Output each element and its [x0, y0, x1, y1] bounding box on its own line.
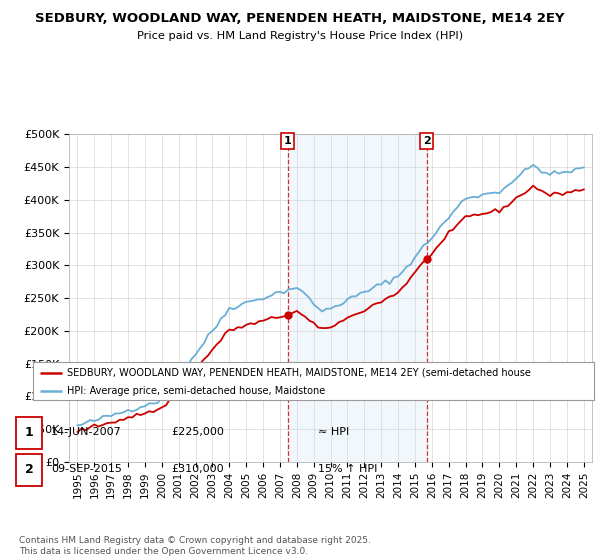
Text: 1: 1 — [284, 136, 292, 146]
Text: SEDBURY, WOODLAND WAY, PENENDEN HEATH, MAIDSTONE, ME14 2EY (semi-detached house: SEDBURY, WOODLAND WAY, PENENDEN HEATH, M… — [67, 368, 530, 378]
Bar — [287, 134, 427, 462]
Text: Price paid vs. HM Land Registry's House Price Index (HPI): Price paid vs. HM Land Registry's House … — [137, 31, 463, 41]
Text: HPI: Average price, semi-detached house, Maidstone: HPI: Average price, semi-detached house,… — [67, 386, 325, 396]
Text: 1: 1 — [25, 426, 34, 439]
Text: 15% ↑ HPI: 15% ↑ HPI — [318, 464, 377, 474]
Text: 2: 2 — [25, 463, 34, 476]
Text: 14-JUN-2007: 14-JUN-2007 — [51, 427, 122, 437]
Text: 09-SEP-2015: 09-SEP-2015 — [51, 464, 122, 474]
Text: SEDBURY, WOODLAND WAY, PENENDEN HEATH, MAIDSTONE, ME14 2EY: SEDBURY, WOODLAND WAY, PENENDEN HEATH, M… — [35, 12, 565, 25]
Text: Contains HM Land Registry data © Crown copyright and database right 2025.
This d: Contains HM Land Registry data © Crown c… — [19, 536, 371, 556]
Text: £310,000: £310,000 — [171, 464, 224, 474]
Text: £225,000: £225,000 — [171, 427, 224, 437]
Text: 2: 2 — [423, 136, 431, 146]
Text: ≈ HPI: ≈ HPI — [318, 427, 349, 437]
